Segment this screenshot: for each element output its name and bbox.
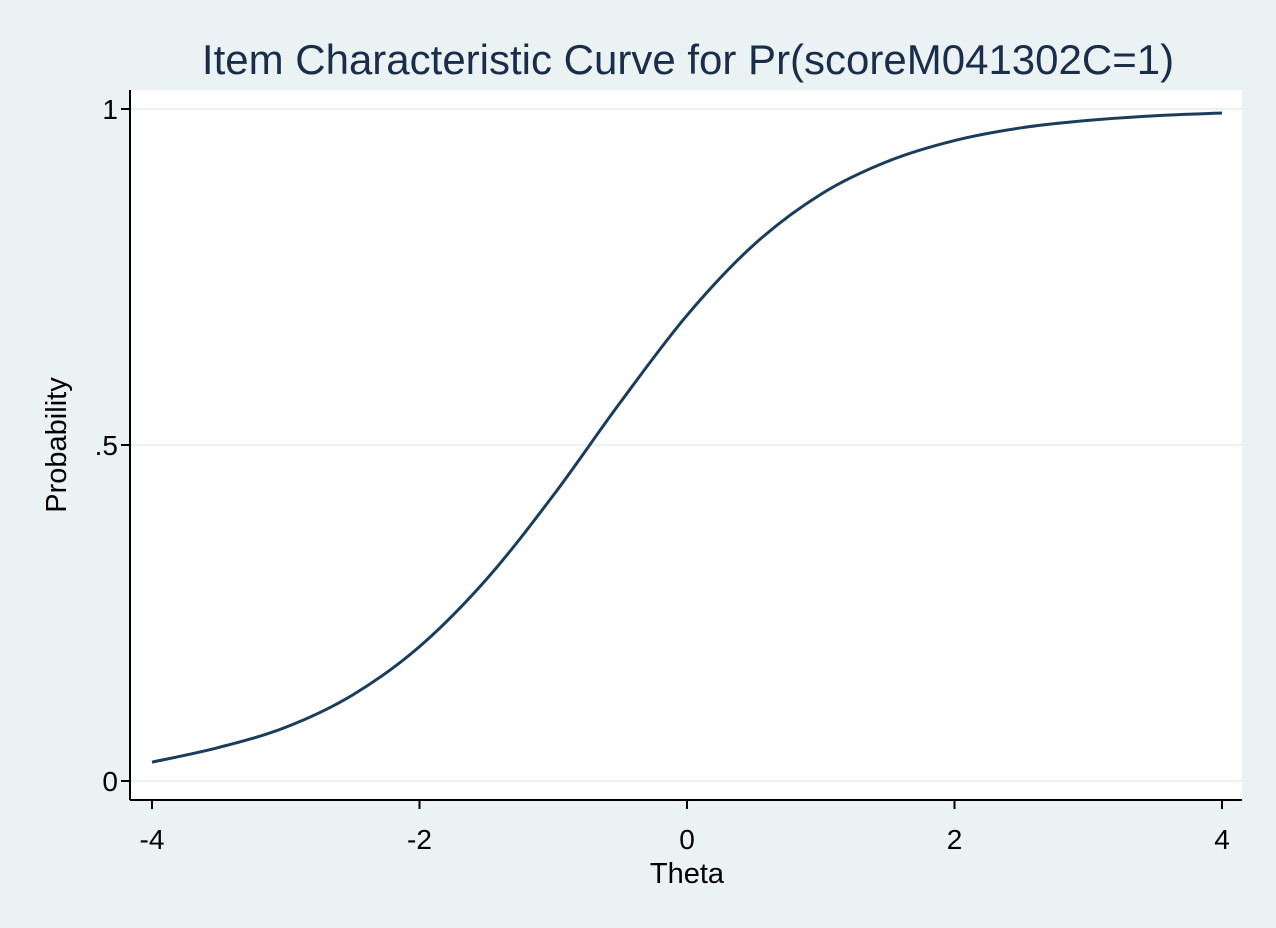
- chart-title: Item Characteristic Curve for Pr(scoreM0…: [202, 36, 1174, 83]
- x-tick-label: 4: [1214, 824, 1230, 855]
- x-tick-label: 2: [947, 824, 963, 855]
- series-layer: [151, 111, 1223, 764]
- grid-lines: [130, 108, 1242, 782]
- axis-ticks: 0 .5 1 -4 -2 0 2 4: [95, 94, 1230, 855]
- y-tick-label: 1: [102, 94, 118, 125]
- x-axis-title: Theta: [650, 858, 725, 890]
- y-tick-label: 0: [102, 766, 118, 797]
- series-line: [151, 111, 1223, 764]
- x-tick-label: 0: [679, 824, 695, 855]
- x-tick-label: -4: [140, 824, 165, 855]
- y-tick-label: .5: [95, 430, 118, 461]
- y-axis-title: Probability: [41, 377, 73, 513]
- x-tick-label: -2: [407, 824, 432, 855]
